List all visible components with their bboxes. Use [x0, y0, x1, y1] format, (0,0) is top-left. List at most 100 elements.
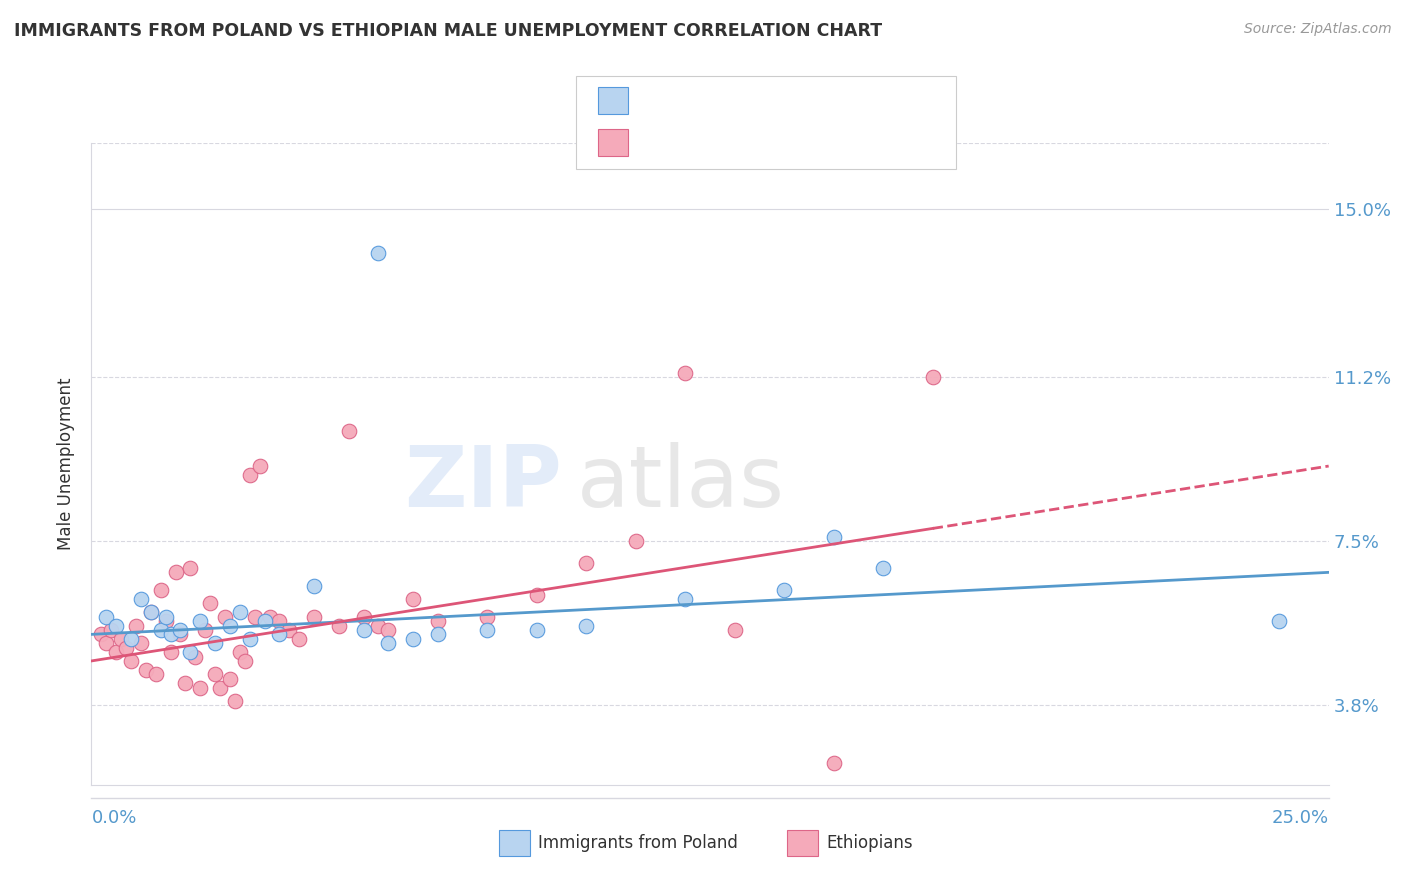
Text: 0.127: 0.127 — [685, 92, 741, 110]
Point — [169, 627, 191, 641]
Point — [526, 623, 548, 637]
Point — [1268, 614, 1291, 628]
Point — [724, 623, 747, 637]
Point — [129, 636, 152, 650]
Point — [149, 623, 172, 637]
Text: atlas: atlas — [576, 442, 785, 525]
Point — [426, 614, 449, 628]
Point — [288, 632, 311, 646]
Point — [249, 458, 271, 473]
Point — [367, 246, 389, 260]
Point — [125, 618, 148, 632]
Point — [159, 627, 181, 641]
Point — [259, 609, 281, 624]
Point — [100, 623, 122, 637]
Point — [278, 623, 301, 637]
Point — [229, 605, 252, 619]
Point — [243, 609, 266, 624]
Point — [184, 649, 207, 664]
Point — [229, 645, 252, 659]
Point — [96, 609, 118, 624]
Text: 25.0%: 25.0% — [1271, 809, 1329, 827]
Point — [377, 636, 399, 650]
Point — [174, 676, 197, 690]
Point — [204, 667, 226, 681]
Text: R =: R = — [643, 92, 682, 110]
Point — [179, 645, 201, 659]
Point — [169, 623, 191, 637]
Point — [219, 672, 242, 686]
Point — [110, 632, 132, 646]
Point — [575, 557, 598, 571]
Text: R =: R = — [643, 134, 682, 152]
Point — [239, 467, 262, 482]
Point — [165, 566, 187, 580]
Point — [673, 366, 696, 380]
Text: N =: N = — [748, 134, 800, 152]
Text: IMMIGRANTS FROM POLAND VS ETHIOPIAN MALE UNEMPLOYMENT CORRELATION CHART: IMMIGRANTS FROM POLAND VS ETHIOPIAN MALE… — [14, 22, 882, 40]
Point — [823, 756, 845, 770]
Point — [135, 663, 157, 677]
Point — [214, 609, 236, 624]
Point — [377, 623, 399, 637]
Point — [233, 654, 256, 668]
Text: 0.275: 0.275 — [685, 134, 741, 152]
Text: 53: 53 — [814, 134, 839, 152]
Point — [526, 587, 548, 601]
Y-axis label: Male Unemployment: Male Unemployment — [58, 377, 76, 550]
Text: ZIP: ZIP — [404, 442, 561, 525]
Point — [120, 654, 142, 668]
Point — [188, 614, 211, 628]
Point — [139, 605, 162, 619]
Point — [239, 632, 262, 646]
Point — [921, 370, 943, 384]
Point — [179, 561, 201, 575]
Point — [155, 614, 177, 628]
Point — [269, 614, 291, 628]
Point — [575, 618, 598, 632]
Point — [105, 645, 128, 659]
Point — [337, 424, 360, 438]
Point — [120, 632, 142, 646]
Point — [872, 561, 894, 575]
Point — [219, 618, 242, 632]
Point — [823, 530, 845, 544]
Point — [139, 605, 162, 619]
Point — [198, 596, 221, 610]
Text: Immigrants from Poland: Immigrants from Poland — [538, 834, 738, 852]
Point — [129, 591, 152, 606]
Point — [426, 627, 449, 641]
Point — [204, 636, 226, 650]
Point — [159, 645, 181, 659]
Point — [402, 632, 425, 646]
Point — [115, 640, 138, 655]
Point — [194, 623, 217, 637]
Point — [302, 609, 325, 624]
Point — [224, 694, 246, 708]
Point — [367, 618, 389, 632]
Point — [269, 627, 291, 641]
Point — [105, 618, 128, 632]
Text: N =: N = — [748, 92, 800, 110]
Point — [353, 609, 375, 624]
Point — [402, 591, 425, 606]
Text: 30: 30 — [814, 92, 839, 110]
Text: Source: ZipAtlas.com: Source: ZipAtlas.com — [1244, 22, 1392, 37]
Text: 0.0%: 0.0% — [91, 809, 136, 827]
Point — [155, 609, 177, 624]
Point — [253, 614, 276, 628]
Point — [145, 667, 167, 681]
Point — [328, 618, 350, 632]
Point — [209, 681, 232, 695]
Point — [477, 623, 499, 637]
Point — [353, 623, 375, 637]
Point — [90, 627, 112, 641]
Point — [773, 583, 796, 598]
Point — [188, 681, 211, 695]
Point — [96, 636, 118, 650]
Point — [673, 591, 696, 606]
Point — [477, 609, 499, 624]
Point — [302, 579, 325, 593]
Point — [624, 534, 647, 549]
Text: Ethiopians: Ethiopians — [827, 834, 914, 852]
